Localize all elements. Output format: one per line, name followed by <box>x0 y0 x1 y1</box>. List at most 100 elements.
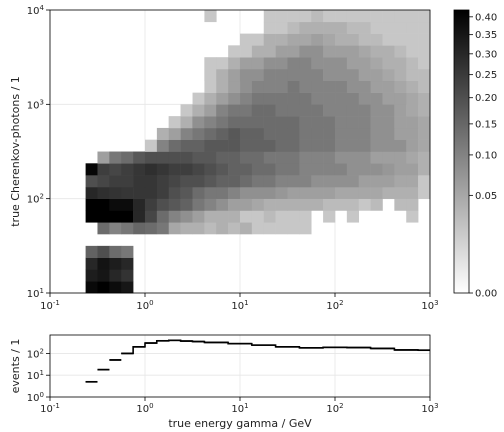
heatmap-cell <box>334 68 348 82</box>
heatmap-cell <box>287 80 300 93</box>
heatmap-y-tick-label: 103 <box>27 98 44 111</box>
heatmap-cell <box>335 92 348 105</box>
heatmap-cell <box>216 163 229 176</box>
heatmap-cell <box>334 57 348 70</box>
heatmap-cell <box>204 186 217 199</box>
heatmap-cell <box>311 57 324 70</box>
heatmap-cell <box>370 139 383 152</box>
histogram-y-tick-label: 102 <box>27 347 44 360</box>
heatmap-cell <box>263 222 276 235</box>
heatmap-cell <box>370 68 383 82</box>
heatmap-cell <box>418 104 431 117</box>
heatmap-cell <box>370 33 383 46</box>
heatmap-cell <box>192 163 205 176</box>
heatmap-cell <box>156 127 170 140</box>
heatmap-cell <box>239 104 253 117</box>
heatmap-cell <box>216 151 229 164</box>
heatmap-cell <box>335 127 348 140</box>
heatmap-cell <box>263 21 276 34</box>
heatmap-cell <box>97 163 110 176</box>
heatmap-cell <box>418 92 431 105</box>
heatmap-cell <box>323 45 336 58</box>
heatmap-cell <box>156 210 170 223</box>
heatmap-cell <box>239 68 253 82</box>
heatmap-cell <box>287 139 300 152</box>
heatmap-cell <box>287 21 300 34</box>
heatmap-cell <box>299 151 312 164</box>
heatmap-cell <box>418 139 431 152</box>
heatmap-cell <box>382 45 395 58</box>
heatmap-cell <box>145 139 158 152</box>
heatmap-cell <box>406 186 419 199</box>
heatmap-cell <box>275 151 288 164</box>
heatmap-cell <box>406 151 419 164</box>
heatmap-cell <box>382 163 395 176</box>
heatmap-cell <box>133 210 146 223</box>
heatmap-cell <box>311 127 324 140</box>
heatmap-cell <box>275 92 288 105</box>
heatmap-cell <box>251 80 265 93</box>
heatmap-cell <box>263 45 276 58</box>
heatmap-cell <box>311 104 324 117</box>
heatmap-cell <box>251 68 265 82</box>
heatmap-cell <box>263 68 276 82</box>
heatmap-cell <box>370 10 383 23</box>
heatmap-cell <box>275 175 288 188</box>
heatmap-cell <box>121 186 134 199</box>
heatmap-cell <box>358 10 371 23</box>
heatmap-cell <box>299 21 312 34</box>
heatmap-cell <box>204 10 217 23</box>
heatmap-cell <box>216 57 229 70</box>
heatmap-cell <box>323 21 336 34</box>
heatmap-cell <box>275 222 288 235</box>
heatmap-cell <box>97 198 110 211</box>
heatmap-cell <box>204 68 217 82</box>
heatmap-cell <box>323 116 336 129</box>
heatmap-cells <box>85 10 431 294</box>
heatmap-cell <box>121 151 134 164</box>
heatmap-cell <box>204 210 217 223</box>
heatmap-cell <box>358 21 371 34</box>
heatmap-cell <box>133 222 146 235</box>
heatmap-cell <box>239 198 253 211</box>
colorbar-tick-label: 0.20 <box>475 93 497 104</box>
heatmap-cell <box>299 116 312 129</box>
heatmap-cell <box>311 198 324 211</box>
heatmap-cell <box>311 80 324 93</box>
heatmap-cell <box>311 116 324 129</box>
heatmap-cell <box>192 127 205 140</box>
heatmap-cell <box>311 10 324 23</box>
heatmap-cell <box>299 45 312 58</box>
heatmap-cell <box>97 257 110 270</box>
heatmap-cell <box>275 68 288 82</box>
heatmap-cell <box>406 127 419 140</box>
heatmap-cell <box>204 104 217 117</box>
heatmap-cell <box>228 151 241 164</box>
heatmap-cell <box>263 127 276 140</box>
colorbar-ticks: 0.00 0.05 0.10 0.15 0.20 0.25 0.30 0.35 0.40 <box>469 12 497 300</box>
heatmap-cell <box>418 10 431 23</box>
heatmap-y-ticks: 101 102 103 104 <box>27 4 50 300</box>
heatmap-cell <box>299 163 312 176</box>
heatmap-cell <box>382 151 395 164</box>
heatmap-cell <box>275 127 288 140</box>
heatmap-cell <box>133 175 146 188</box>
heatmap-cell <box>263 80 276 93</box>
heatmap-cell <box>156 198 170 211</box>
heatmap-cell <box>204 198 217 211</box>
heatmap-cell <box>287 151 300 164</box>
heatmap-cell <box>311 68 324 82</box>
heatmap-cell <box>394 104 407 117</box>
heatmap-cell <box>406 68 419 82</box>
heatmap-cell <box>133 198 146 211</box>
heatmap-x-tick-label: 10-1 <box>40 299 60 312</box>
heatmap-cell <box>216 116 229 129</box>
heatmap-cell <box>263 104 276 117</box>
heatmap-cell <box>144 163 158 176</box>
heatmap-cell <box>133 163 146 176</box>
heatmap-cell <box>180 127 193 140</box>
heatmap-cell <box>121 257 134 270</box>
heatmap-cell <box>251 198 265 211</box>
colorbar: 0.00 0.05 0.10 0.15 0.20 0.25 0.30 0.35 0.40 <box>453 9 497 300</box>
